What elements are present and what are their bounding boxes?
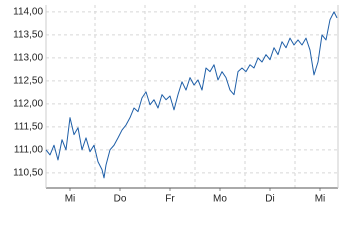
y-tick-label: 112,00 [13,98,43,109]
x-tick-label: Fr [165,194,175,205]
y-tick-label: 112,50 [13,76,43,87]
chart: 110,50 111,00 111,50 112,00 112,50 113,00 113,… [13,5,339,205]
x-tick-label: Do [114,194,127,205]
x-tick-label: Di [265,194,274,205]
y-tick-label: 111,50 [14,121,44,132]
x-tick-label: Mi [65,194,76,205]
y-tick-label: 111,00 [14,144,44,155]
y-tick-label: 114,00 [13,7,43,18]
x-tick-label: Mi [315,194,326,205]
y-tick-label: 110,50 [13,167,43,178]
y-tick-label: 113,00 [13,53,43,64]
price-line [45,11,338,179]
y-tick-label: 113,50 [13,30,43,41]
x-tick-label: Mo [213,194,227,205]
